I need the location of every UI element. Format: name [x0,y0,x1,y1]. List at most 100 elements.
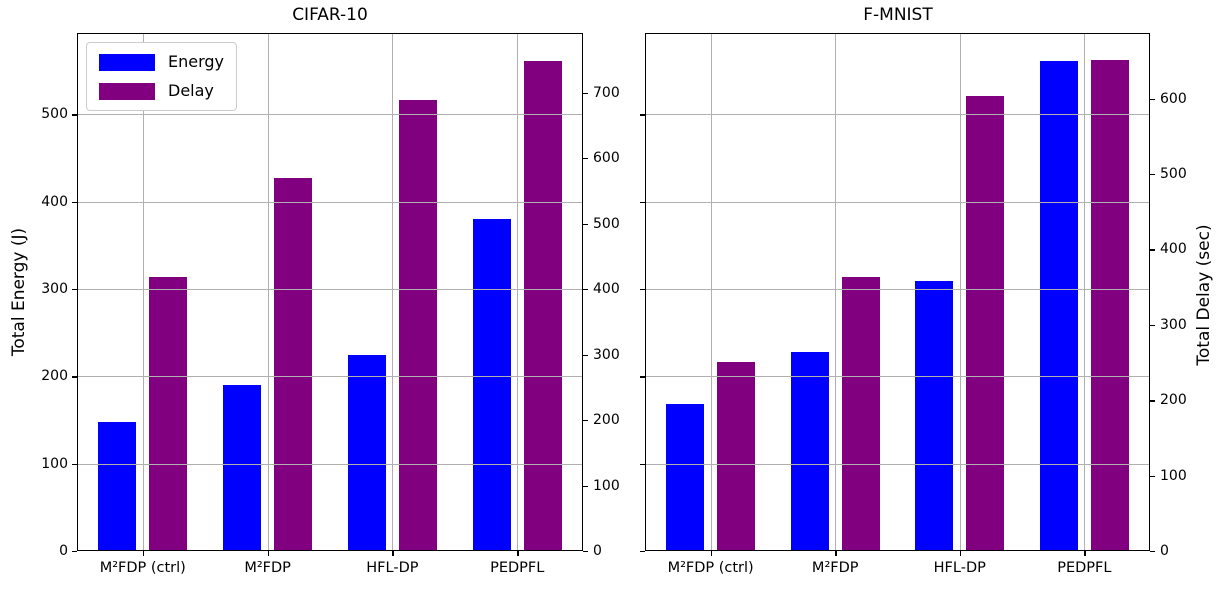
bar-delay-1 [274,178,313,551]
y-axis-label-total-energy: Total Energy (J) [9,227,29,357]
left-tick-label: 200 [41,368,68,385]
legend-swatch-energy [99,53,155,71]
v-gridline [517,33,519,551]
right-tick [583,289,588,291]
left-tick-label: 300 [41,280,68,297]
right-tick [1150,400,1155,402]
right-tick-label: 600 [1160,90,1187,107]
h-gridline [645,376,1150,378]
v-gridline [959,33,961,551]
bar-energy-0 [666,404,705,551]
v-gridline [142,33,144,551]
x-tick-label-1: M²FDP [811,560,859,576]
bar-delay-0 [717,361,756,551]
legend-swatch-delay [99,82,155,100]
left-tick [640,551,645,553]
h-gridline [77,201,583,203]
h-gridline [645,114,1150,116]
bar-delay-1 [841,277,880,551]
left-tick [640,376,645,378]
left-tick [72,376,77,378]
right-tick [1150,98,1155,100]
h-gridline [645,201,1150,203]
left-tick [72,114,77,116]
left-tick [72,551,77,553]
left-tick [640,114,645,116]
right-tick-label: 0 [593,543,602,559]
bar-energy-3 [472,219,511,551]
v-gridline [710,33,712,551]
subplot-title-cifar10: CIFAR-10 [292,5,368,25]
right-tick [583,420,588,422]
x-tick [959,551,962,556]
right-tick [1150,249,1155,251]
right-tick-label: 0 [1160,543,1169,559]
x-tick [267,551,269,556]
bar-delay-3 [1090,60,1129,551]
right-tick [583,354,588,356]
v-gridline [1084,33,1086,551]
right-tick-label: 700 [593,84,620,101]
right-tick [583,485,588,487]
bar-energy-2 [347,355,386,551]
right-tick [1150,324,1155,327]
left-tick-label: 400 [41,193,68,210]
right-tick-label: 100 [1160,467,1187,484]
right-tick [1150,551,1155,553]
right-tick [583,223,588,225]
bar-energy-1 [223,385,262,551]
right-tick-label: 400 [1160,241,1187,258]
left-tick [640,201,645,203]
right-tick-label: 600 [593,150,620,167]
h-gridline [645,288,1150,290]
left-tick [72,463,77,466]
right-tick-label: 100 [593,477,620,494]
x-tick-label-0: M²FDP (ctrl) [667,560,754,576]
bar-energy-0 [98,421,137,551]
right-tick-label: 200 [1160,392,1187,409]
legend-label-delay: Delay [168,81,214,100]
x-tick [392,551,394,556]
x-tick-label-3: PEDPFL [490,560,545,576]
right-tick [1150,173,1155,176]
subplot-title-fmnist: F-MNIST [863,5,933,25]
left-tick [640,288,645,291]
left-tick [640,463,645,466]
h-gridline [77,463,583,465]
left-tick-label: 500 [41,106,68,123]
right-tick [583,92,588,94]
v-gridline [392,33,394,551]
x-tick-label-1: M²FDP [244,560,291,576]
v-gridline [835,33,837,551]
left-tick [72,201,77,203]
right-tick [583,551,588,553]
right-tick-label: 400 [593,281,620,298]
bar-energy-1 [790,351,829,551]
legend: Energy Delay [86,42,238,111]
bar-delay-2 [966,96,1005,551]
x-tick-label-2: HFL-DP [933,560,986,576]
left-tick [72,288,77,291]
legend-item-delay: Delay [99,81,224,101]
x-tick-label-2: HFL-DP [366,560,419,576]
right-tick-label: 200 [593,412,620,429]
x-tick [517,551,519,556]
right-tick-label: 500 [1160,165,1187,182]
right-tick [1150,475,1155,477]
legend-item-energy: Energy [99,52,224,72]
bar-delay-3 [523,60,562,551]
v-gridline [267,33,269,551]
y-axis-label-total-delay: Total Delay (sec) [1194,224,1214,366]
h-gridline [645,463,1150,465]
right-tick [583,158,588,160]
h-gridline [77,376,583,378]
left-tick-label: 0 [59,543,68,559]
bar-delay-0 [149,277,188,551]
left-tick-label: 100 [41,455,68,472]
bar-delay-2 [398,100,437,551]
x-tick-label-0: M²FDP (ctrl) [99,560,186,576]
bar-energy-3 [1039,60,1078,551]
h-gridline [77,288,583,290]
x-tick [710,551,713,556]
